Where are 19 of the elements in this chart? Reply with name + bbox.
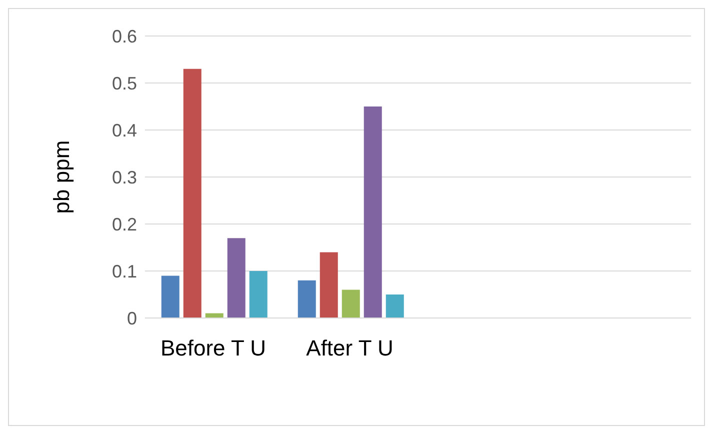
y-tick-label: 0.2 [112,214,137,234]
y-tick-label: 0.6 [112,26,137,46]
x-tick-label: After T U [306,336,394,361]
bar [298,280,316,318]
bar [364,106,382,318]
bar [161,276,180,318]
y-tick-label: 0.1 [112,261,137,282]
bar [249,271,268,318]
bar [227,238,246,318]
y-tick-label: 0.4 [112,120,137,140]
y-tick-label: 0.5 [112,73,137,94]
y-tick-label: 0.3 [112,167,137,188]
bar [320,252,338,318]
y-axis-title: pb ppm [48,140,74,214]
bar [183,68,202,318]
x-tick-label: Before T U [160,336,266,361]
y-tick-label: 0 [126,308,137,328]
bar [386,294,404,318]
bar [342,290,360,318]
